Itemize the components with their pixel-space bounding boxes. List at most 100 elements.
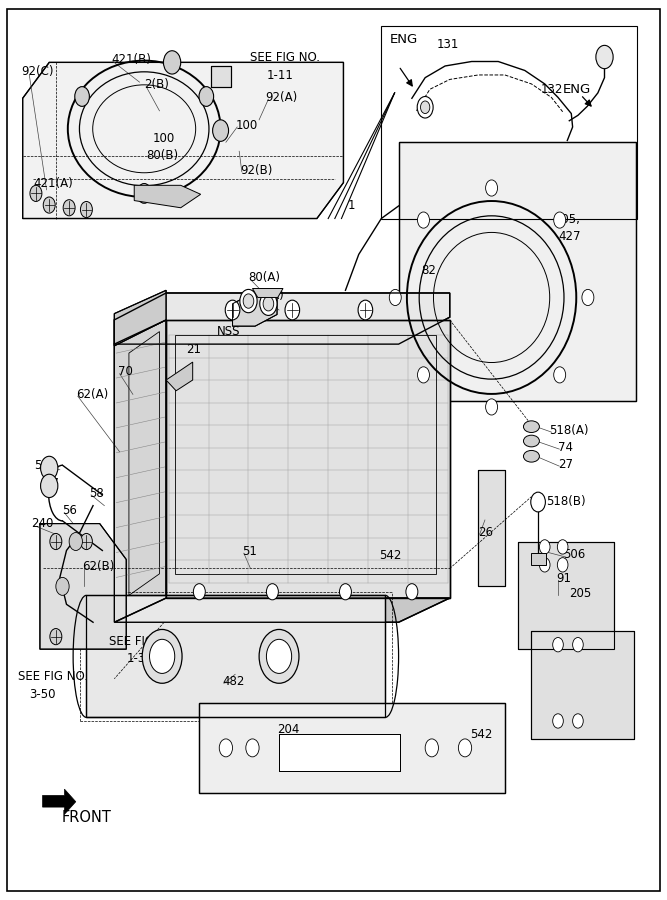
Circle shape [540, 558, 550, 572]
Circle shape [137, 184, 151, 203]
Text: 421(B): 421(B) [111, 53, 151, 67]
Polygon shape [478, 470, 505, 587]
Circle shape [266, 584, 278, 599]
Circle shape [285, 301, 299, 320]
Text: 542: 542 [379, 549, 401, 562]
Circle shape [418, 212, 430, 228]
Ellipse shape [524, 421, 540, 433]
Circle shape [263, 297, 273, 310]
Polygon shape [518, 542, 614, 649]
Circle shape [81, 534, 93, 550]
Ellipse shape [524, 450, 540, 462]
Text: 16: 16 [253, 311, 267, 325]
Text: SEE FIG NO.: SEE FIG NO. [18, 670, 88, 683]
Circle shape [69, 533, 83, 551]
Text: 518(B): 518(B) [546, 495, 586, 508]
Circle shape [390, 290, 402, 305]
Text: 70: 70 [117, 364, 133, 377]
Circle shape [163, 50, 181, 74]
Circle shape [259, 629, 299, 683]
Text: 204: 204 [277, 724, 299, 736]
Text: 506: 506 [563, 548, 585, 562]
Polygon shape [532, 631, 634, 739]
Circle shape [142, 629, 182, 683]
Circle shape [219, 739, 233, 757]
Polygon shape [114, 320, 166, 622]
Circle shape [540, 540, 550, 554]
Circle shape [558, 540, 568, 554]
Circle shape [30, 185, 42, 202]
Circle shape [596, 45, 613, 68]
Circle shape [81, 202, 93, 218]
Polygon shape [199, 703, 505, 793]
Polygon shape [233, 292, 277, 326]
Polygon shape [40, 524, 126, 649]
Text: 57: 57 [45, 477, 59, 490]
Text: 131: 131 [436, 38, 459, 51]
Text: 1: 1 [348, 200, 356, 212]
Bar [279, 734, 400, 771]
Text: 80(B): 80(B) [146, 149, 178, 162]
Circle shape [50, 534, 62, 550]
Polygon shape [43, 789, 76, 814]
Text: 58: 58 [89, 487, 104, 500]
Circle shape [358, 301, 373, 320]
Circle shape [243, 294, 253, 308]
Polygon shape [134, 185, 201, 208]
Circle shape [56, 578, 69, 596]
Text: 91: 91 [556, 572, 571, 585]
Bar [532, 554, 546, 565]
Text: 205: 205 [570, 587, 592, 600]
Polygon shape [23, 62, 344, 219]
Circle shape [41, 456, 58, 480]
Circle shape [418, 367, 430, 382]
Text: 92(B): 92(B) [241, 164, 273, 176]
Text: 305,: 305, [554, 213, 580, 226]
Bar [399, 142, 636, 400]
Text: 26: 26 [478, 526, 494, 539]
Text: 2(A): 2(A) [259, 289, 284, 302]
Text: SEE FIG NO.: SEE FIG NO. [109, 634, 179, 648]
Polygon shape [87, 596, 386, 717]
Text: 518(A): 518(A) [550, 424, 589, 436]
Circle shape [43, 197, 55, 213]
Text: 82: 82 [421, 264, 436, 277]
Bar [382, 25, 637, 219]
Text: 542: 542 [470, 728, 492, 741]
Circle shape [554, 212, 566, 228]
Text: 62(A): 62(A) [76, 388, 108, 400]
Text: 240: 240 [31, 518, 53, 530]
Circle shape [553, 637, 564, 652]
Circle shape [63, 200, 75, 216]
Text: 421(A): 421(A) [33, 177, 73, 190]
Text: 2(B): 2(B) [144, 78, 169, 91]
Ellipse shape [524, 436, 540, 447]
Text: 427: 427 [558, 230, 580, 243]
Text: 100: 100 [153, 132, 175, 145]
Text: FRONT: FRONT [61, 810, 111, 825]
Circle shape [425, 739, 438, 757]
Circle shape [240, 290, 257, 312]
Circle shape [486, 180, 498, 196]
Text: 21: 21 [186, 343, 201, 356]
Circle shape [149, 639, 175, 673]
Circle shape [573, 714, 583, 728]
Circle shape [266, 639, 291, 673]
Text: NSS: NSS [217, 325, 241, 338]
Polygon shape [166, 320, 450, 598]
Polygon shape [166, 362, 193, 391]
Circle shape [225, 301, 240, 320]
Bar [399, 142, 636, 400]
Circle shape [458, 739, 472, 757]
Circle shape [259, 292, 277, 315]
Text: 3-50: 3-50 [29, 688, 56, 700]
Bar [211, 66, 231, 86]
Circle shape [417, 96, 433, 118]
Circle shape [340, 584, 352, 599]
Text: ENG: ENG [390, 32, 418, 46]
Text: 1-11: 1-11 [267, 69, 294, 83]
Text: ENG: ENG [563, 83, 591, 95]
Circle shape [558, 558, 568, 572]
Text: 92(A): 92(A) [265, 91, 298, 104]
Circle shape [554, 367, 566, 382]
